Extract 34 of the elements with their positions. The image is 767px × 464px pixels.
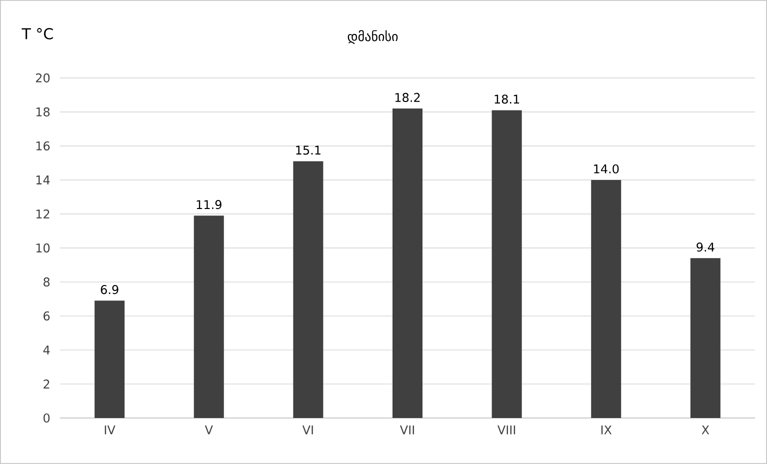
y-tick-label: 14 [36, 176, 50, 184]
bar [293, 161, 324, 418]
y-tick-label: 18 [36, 107, 50, 117]
x-tick-label: IV [104, 426, 116, 434]
y-tick-label: 8 [44, 277, 50, 287]
bar [94, 300, 125, 418]
data-label: 18.1 [494, 94, 520, 104]
bar [492, 110, 522, 418]
y-tick-label: 0 [44, 414, 50, 423]
bar [591, 180, 622, 418]
y-tick-label: 10 [36, 243, 50, 253]
x-tick-label: VIII [497, 426, 516, 434]
x-tick-label: V [204, 426, 213, 434]
y-axis-title: T °C [22, 28, 53, 40]
y-tick-label: 12 [36, 210, 50, 218]
bar [690, 258, 720, 418]
bar [392, 108, 423, 418]
x-tick-label: VII [400, 426, 414, 434]
data-label: 18.2 [395, 92, 420, 102]
data-label: 6.9 [100, 285, 118, 294]
y-tick-label: 20 [36, 73, 50, 83]
x-tick-label: IX [601, 426, 612, 434]
y-tick-label: 2 [44, 380, 50, 388]
data-label: 15.1 [296, 146, 320, 155]
y-tick-label: 4 [43, 346, 50, 354]
x-tick-label: X [702, 426, 710, 434]
y-tick-label: 16 [36, 141, 50, 151]
data-label: 14.0 [594, 164, 619, 174]
y-tick-label: 6 [44, 311, 50, 321]
chart-title: დმანისი [348, 30, 398, 44]
data-label: 9.4 [696, 242, 714, 252]
data-label: 11.9 [196, 200, 222, 210]
bar [194, 216, 224, 418]
x-tick-label: VI [302, 426, 313, 434]
